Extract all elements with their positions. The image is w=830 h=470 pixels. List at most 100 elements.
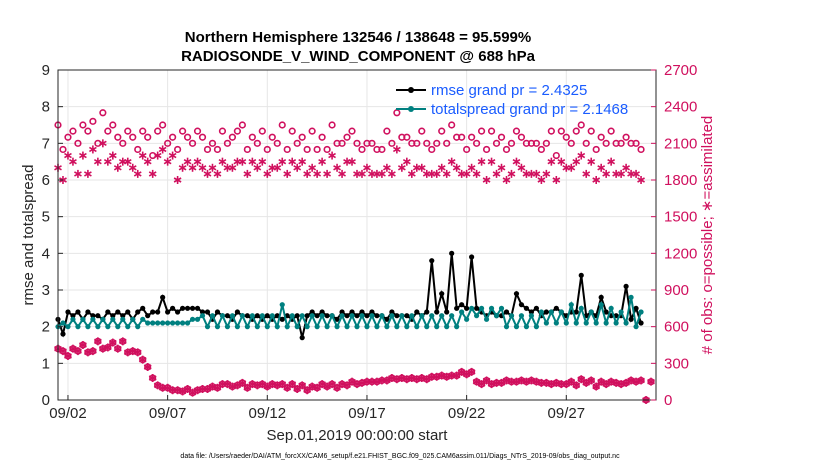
totalspread-point bbox=[459, 309, 465, 315]
rmse-point bbox=[65, 309, 71, 315]
y-right-tick-label: 2100 bbox=[664, 135, 697, 152]
obs-assimilated-point bbox=[397, 374, 406, 382]
totalspread-point bbox=[184, 320, 191, 326]
rmse-point bbox=[518, 302, 525, 308]
totalspread-point bbox=[633, 324, 639, 330]
obs-assimilated-point bbox=[233, 157, 242, 166]
obs-assimilated-point bbox=[627, 169, 635, 178]
obs-possible-point bbox=[413, 139, 421, 147]
totalspread-point bbox=[364, 324, 370, 330]
obs-possible-point bbox=[124, 127, 132, 135]
totalspread-point bbox=[90, 316, 96, 322]
totalspread-point bbox=[414, 324, 420, 330]
obs-possible-point bbox=[273, 139, 281, 147]
obs-assimilated-point bbox=[607, 377, 616, 386]
totalspread-point bbox=[65, 324, 71, 330]
obs-possible-point bbox=[218, 127, 227, 135]
obs-assimilated-point bbox=[617, 380, 626, 389]
obs-assimilated-point bbox=[298, 157, 307, 166]
totalspread-point bbox=[175, 320, 181, 326]
obs-assimilated-point bbox=[358, 169, 366, 178]
obs-possible-point bbox=[388, 139, 396, 147]
obs-assimilated-point bbox=[293, 163, 302, 172]
totalspread-point bbox=[189, 316, 196, 322]
obs-assimilated-point bbox=[238, 378, 247, 387]
totalspread-point bbox=[160, 320, 166, 326]
totalspread-point bbox=[204, 324, 211, 330]
obs-assimilated-point bbox=[407, 169, 416, 178]
obs-possible-point bbox=[507, 139, 516, 147]
totalspread-point bbox=[548, 309, 554, 315]
obs-possible-point bbox=[343, 133, 351, 141]
obs-assimilated-point bbox=[288, 157, 297, 166]
obs-assimilated-point bbox=[343, 157, 351, 166]
obs-possible-point bbox=[253, 139, 261, 147]
totalspread-point bbox=[399, 313, 405, 319]
totalspread-point bbox=[269, 313, 275, 319]
totalspread-point bbox=[369, 313, 375, 319]
obs-assimilated-point bbox=[303, 169, 312, 178]
rmse-point bbox=[503, 309, 510, 315]
totalspread-point bbox=[60, 320, 66, 326]
totalspread-point bbox=[70, 316, 76, 322]
rmse-point bbox=[135, 309, 141, 315]
rmse-point bbox=[344, 313, 350, 319]
obs-possible-point bbox=[587, 127, 595, 135]
totalspread-point bbox=[199, 313, 206, 319]
legend-spread-marker bbox=[408, 106, 414, 112]
obs-assimilated-point bbox=[512, 377, 521, 386]
obs-assimilated-point bbox=[193, 157, 202, 166]
obs-possible-point bbox=[552, 151, 560, 160]
totalspread-point bbox=[170, 320, 176, 326]
obs-possible-point bbox=[463, 145, 471, 154]
axis-ticks: 0 1 2 3 4 5 6 7 8 9 0 300 600 900 1200 1500 1800 2100 2400… bbox=[42, 62, 698, 422]
rmse-point bbox=[264, 313, 270, 319]
obs-possible-point bbox=[258, 127, 266, 135]
obs-possible-point bbox=[358, 145, 366, 154]
obs-possible-point bbox=[348, 127, 356, 135]
obs-possible-point bbox=[203, 145, 212, 154]
obs-possible-point bbox=[497, 133, 506, 141]
obs-assimilated-point bbox=[417, 163, 426, 172]
totalspread-point bbox=[434, 324, 440, 330]
rmse-point bbox=[234, 309, 240, 315]
rmse-point bbox=[160, 294, 166, 300]
obs-assimilated-point bbox=[547, 157, 556, 166]
y-tick-label: 7 bbox=[42, 135, 50, 152]
legend: rmse grand pr = 2.4325 totalspread grand… bbox=[396, 82, 628, 118]
obs-assimilated-point bbox=[422, 169, 431, 178]
obs-assimilated-point bbox=[93, 337, 102, 346]
obs-assimilated-point bbox=[98, 139, 107, 148]
totalspread-point bbox=[429, 313, 435, 319]
totalspread-point bbox=[254, 324, 260, 330]
y-axis-label: rmse and totalspread bbox=[20, 165, 37, 306]
obs-assimilated-point bbox=[622, 163, 630, 172]
obs-possible-point bbox=[428, 145, 436, 154]
obs-assimilated-point bbox=[143, 363, 152, 371]
totalspread-point bbox=[150, 320, 156, 326]
rmse-point bbox=[638, 320, 644, 326]
obs-possible-point bbox=[243, 145, 251, 154]
obs-assimilated-point bbox=[258, 157, 267, 166]
totalspread-point bbox=[568, 302, 574, 308]
obs-assimilated-point bbox=[64, 352, 72, 360]
totalspread-point bbox=[309, 313, 315, 319]
totalspread-point bbox=[588, 309, 594, 315]
obs-assimilated-point bbox=[228, 382, 237, 391]
obs-assimilated-point bbox=[88, 347, 97, 356]
obs-possible-point bbox=[512, 127, 521, 135]
totalspread-point bbox=[110, 316, 116, 322]
obs-assimilated-point bbox=[268, 163, 277, 172]
obs-possible-point bbox=[308, 127, 316, 135]
rmse-point bbox=[374, 313, 380, 319]
obs-assimilated-point bbox=[168, 151, 177, 160]
rmse-point bbox=[573, 309, 579, 315]
rmse-point bbox=[324, 313, 330, 319]
obs-assimilated-point bbox=[353, 169, 361, 178]
rmse-point bbox=[434, 309, 440, 315]
obs-assimilated-point bbox=[537, 176, 546, 184]
totalspread-point bbox=[638, 309, 644, 315]
obs-assimilated-point bbox=[103, 157, 112, 166]
chart-subtitle: RADIOSONDE_V_WIND_COMPONENT @ 688 hPa bbox=[181, 48, 536, 65]
obs-assimilated-point bbox=[567, 163, 576, 172]
